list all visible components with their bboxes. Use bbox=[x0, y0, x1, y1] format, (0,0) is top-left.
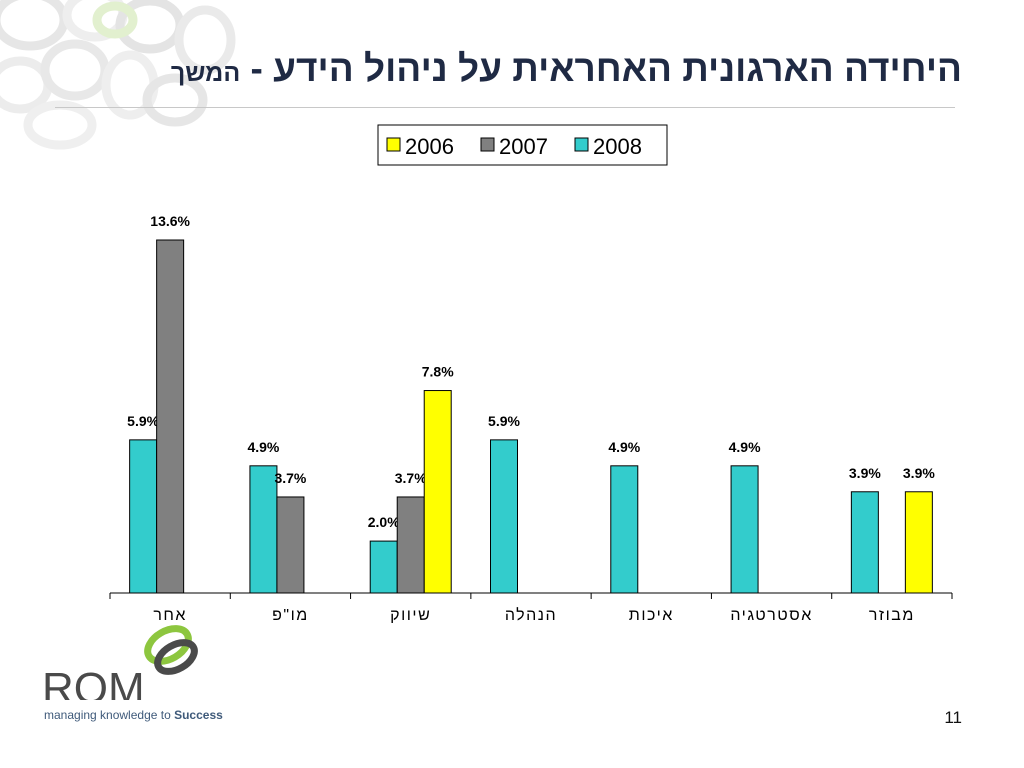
data-label: 13.6% bbox=[150, 213, 190, 229]
data-label: 4.9% bbox=[729, 439, 761, 455]
decorative-rings-pattern bbox=[0, 0, 236, 150]
legend-label-2007: 2007 bbox=[499, 134, 548, 159]
legend-label-2006: 2006 bbox=[405, 134, 454, 159]
data-label: 4.9% bbox=[608, 439, 640, 455]
title-main: היחידה הארגונית האחראית על ניהול הידע bbox=[273, 48, 962, 89]
bar-2008 bbox=[490, 439, 518, 594]
data-label: 3.7% bbox=[395, 470, 427, 486]
data-label: 7.8% bbox=[422, 364, 454, 380]
slide-title: היחידה הארגונית האחראית על ניהול הידע - … bbox=[170, 48, 962, 89]
logo-wordmark: ROM bbox=[42, 664, 145, 700]
bar-2008 bbox=[850, 491, 879, 594]
logo-rings-icon bbox=[144, 625, 198, 675]
bar-chart: מבוזר 3.9% 3.9% אסטרטגיה 4.9% איכות 4.9% הנהלה 5… bbox=[109, 124, 953, 624]
bar-2008 bbox=[730, 465, 759, 594]
data-label: 2.0% bbox=[368, 514, 400, 530]
data-label: 3.9% bbox=[849, 465, 881, 481]
x-tick-label: שיווק bbox=[390, 607, 431, 624]
bar-2007 bbox=[396, 496, 425, 594]
x-tick-label: אסטרטגיה bbox=[730, 607, 812, 624]
bar-2008 bbox=[610, 465, 639, 594]
ring-decor bbox=[23, 100, 97, 150]
x-tick-label: הנהלה bbox=[505, 606, 557, 624]
bar-2006 bbox=[904, 491, 933, 594]
x-tick-label: איכות bbox=[629, 607, 674, 624]
bar-2007 bbox=[276, 496, 305, 594]
data-label: 3.7% bbox=[274, 470, 306, 486]
title-divider bbox=[55, 107, 955, 108]
legend-swatch-2006 bbox=[386, 137, 401, 152]
x-tick-label: מבוזר bbox=[869, 607, 915, 624]
legend-swatch-2008 bbox=[574, 137, 589, 152]
data-label: 5.9% bbox=[127, 413, 159, 429]
legend-box bbox=[377, 124, 668, 166]
title-suffix: המשך bbox=[170, 59, 241, 87]
bar-2006 bbox=[423, 390, 452, 594]
brand-tagline: managing knowledge to Success bbox=[44, 708, 223, 722]
ring-decor bbox=[142, 73, 208, 127]
ring-decor bbox=[174, 5, 236, 75]
tagline-prefix: managing knowledge to bbox=[44, 708, 175, 722]
page-number: 11 bbox=[944, 708, 962, 727]
rom-logo: ROM bbox=[42, 625, 198, 700]
bar-2008 bbox=[369, 540, 398, 594]
bar-2008 bbox=[129, 439, 158, 594]
legend-label-2008: 2008 bbox=[593, 134, 642, 159]
ring-decor bbox=[92, 1, 138, 39]
x-tick-label: אחר bbox=[153, 607, 187, 624]
bar-2007 bbox=[156, 239, 185, 594]
legend-swatch-2007 bbox=[480, 137, 495, 152]
bar-2008 bbox=[249, 465, 278, 594]
data-label: 4.9% bbox=[247, 439, 279, 455]
tagline-bold: Success bbox=[174, 708, 223, 722]
data-label: 5.9% bbox=[488, 413, 520, 429]
x-tick-label: מו"פ bbox=[272, 607, 309, 624]
data-label: 3.9% bbox=[903, 465, 935, 481]
